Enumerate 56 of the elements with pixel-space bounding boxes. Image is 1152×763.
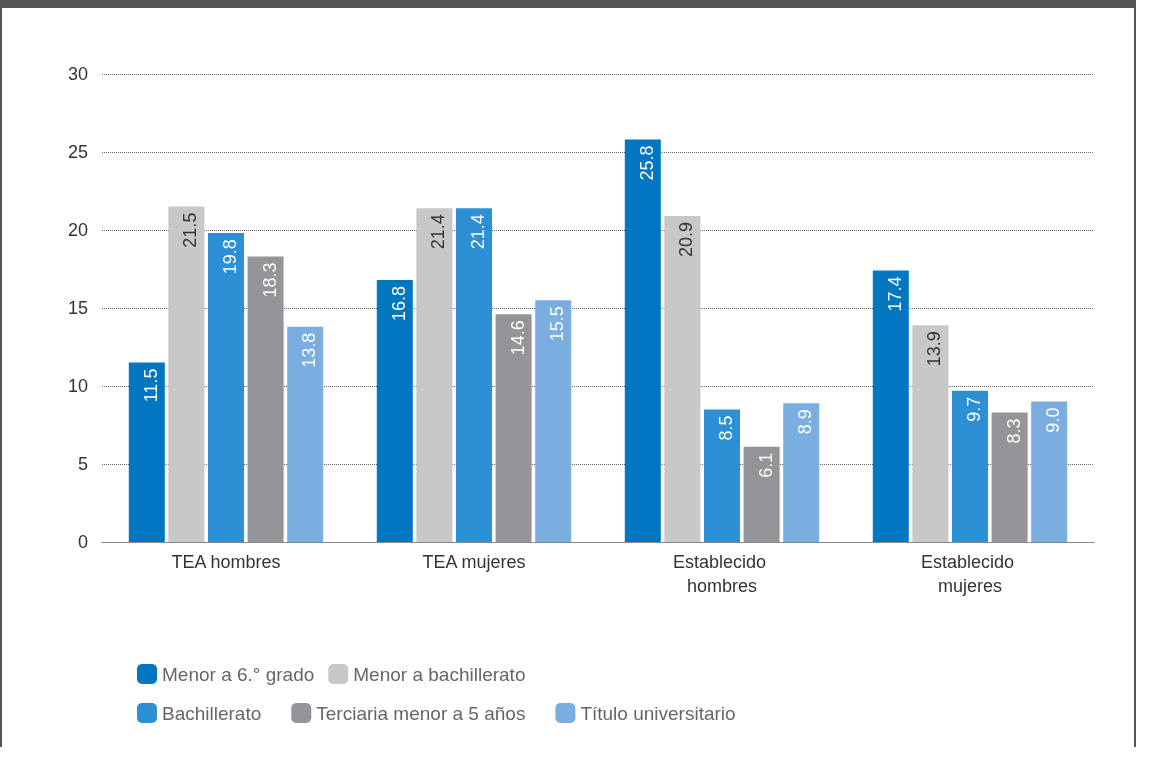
data-label: 13.9	[924, 331, 945, 367]
legend-label: Título universitario	[580, 702, 736, 724]
bar	[456, 208, 492, 542]
legend-label: Bachillerato	[162, 702, 262, 724]
bar	[416, 208, 453, 542]
bar	[247, 256, 284, 542]
y-tick-label: 5	[77, 454, 88, 474]
data-label: 8.9	[795, 409, 816, 435]
data-label: 13.8	[299, 332, 320, 368]
data-label: 9.0	[1043, 407, 1064, 433]
bar	[783, 403, 820, 542]
y-tick-label: 20	[67, 220, 88, 240]
data-label: 17.4	[884, 276, 905, 312]
data-label: 19.8	[220, 239, 240, 275]
data-label: 18.3	[259, 262, 280, 298]
legend-label: Menor a 6.° grado	[162, 663, 315, 685]
data-label: 20.9	[676, 221, 697, 258]
data-label: 14.6	[507, 320, 528, 356]
bar	[495, 314, 532, 542]
bar	[287, 326, 324, 542]
data-label: 25.8	[636, 145, 657, 181]
y-tick-label: 25	[67, 142, 88, 162]
bar	[208, 233, 244, 542]
x-tick-label: Establecido mujeres	[920, 552, 1020, 596]
data-label: 6.1	[755, 452, 776, 478]
bar	[168, 206, 205, 542]
data-label: 21.4	[468, 214, 488, 250]
x-tick-label: TEA hombres	[171, 552, 281, 572]
data-label: 11.5	[140, 368, 161, 403]
legend-label: Terciaria menor a 5 años	[316, 702, 526, 724]
bar	[991, 412, 1028, 542]
y-tick-label: 10	[67, 376, 88, 396]
data-label: 8.5	[716, 415, 736, 441]
x-tick-label: Establecido hombres	[672, 552, 772, 596]
data-label: 9.7	[964, 396, 984, 422]
x-tick-label: TEA mujeres	[422, 552, 526, 572]
bar	[872, 270, 909, 542]
data-label: 21.4	[428, 214, 449, 250]
bar	[624, 139, 661, 542]
y-tick-label: 30	[67, 64, 88, 84]
bar	[376, 279, 413, 542]
bar	[535, 300, 572, 542]
data-label: 21.5	[180, 212, 201, 248]
bar	[952, 390, 988, 542]
data-label: 16.8	[388, 285, 409, 321]
bar	[743, 446, 780, 542]
y-tick-label: 15	[67, 298, 88, 318]
data-label: 8.3	[1003, 418, 1024, 444]
data-label: 15.5	[547, 306, 568, 342]
bar	[664, 215, 701, 542]
y-tick-label: 0	[77, 532, 88, 552]
bar	[912, 325, 949, 542]
bar	[128, 362, 165, 542]
bar	[1031, 401, 1068, 542]
bar	[704, 409, 740, 542]
legend-label: Menor a bachillerato	[353, 663, 526, 685]
